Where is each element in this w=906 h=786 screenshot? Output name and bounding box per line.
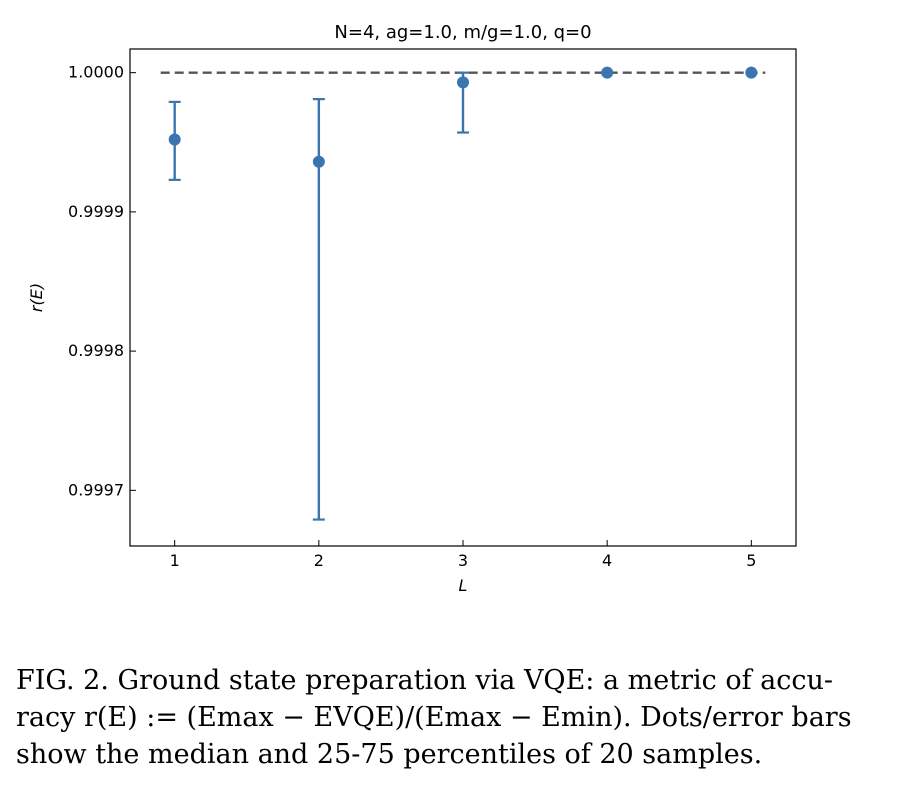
- x-axis-label: L: [459, 576, 468, 595]
- caption-line-1: FIG. 2. Ground state preparation via VQE…: [16, 665, 834, 696]
- y-tick-label: 0.9997: [68, 480, 124, 499]
- median-point: [168, 133, 181, 146]
- chart-title: N=4, ag=1.0, m/g=1.0, q=0: [334, 22, 591, 43]
- y-axis-label: r(E): [27, 283, 46, 312]
- x-tick-label: 5: [746, 551, 756, 570]
- x-tick-label: 1: [170, 551, 180, 570]
- y-tick-label: 0.9998: [68, 341, 124, 360]
- chart-figure: N=4, ag=1.0, m/g=1.0, q=0 1 2 3 4 5 0.9997 0.9…: [27, 22, 797, 595]
- x-tick-label: 2: [314, 551, 324, 570]
- median-point: [601, 66, 614, 79]
- x-tick-label: 3: [458, 551, 468, 570]
- median-point: [457, 76, 469, 89]
- y-tick-label: 1.0000: [68, 63, 124, 82]
- y-tick-label: 0.9999: [68, 202, 124, 221]
- plot-layer: 1 2 3 4 5 0.9997 0.9998 0.9999 1.0000: [68, 63, 766, 570]
- x-tick-label: 4: [602, 551, 612, 570]
- figure-caption: FIG. 2. Ground state preparation via VQE…: [16, 662, 896, 773]
- median-point: [745, 66, 758, 79]
- plot-frame: [129, 48, 797, 547]
- median-point: [312, 155, 325, 168]
- caption-line-3: show the median and 25-75 percentiles of…: [16, 739, 763, 770]
- caption-line-2: racy r(E) := (Emax − EVQE)/(Emax − Emin)…: [16, 702, 852, 733]
